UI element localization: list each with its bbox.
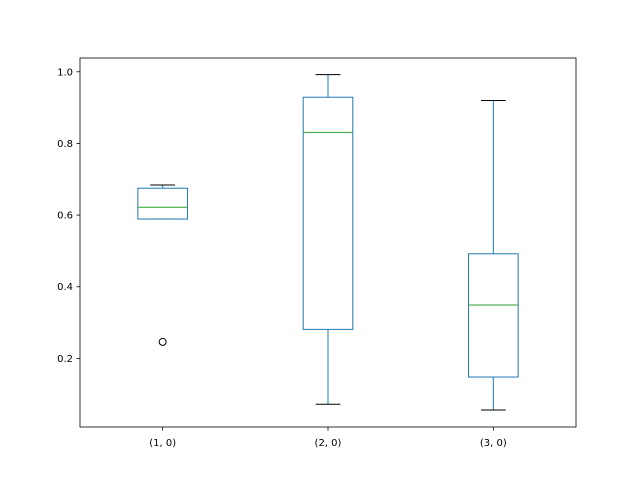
box bbox=[468, 253, 519, 378]
x-tick-label: (2, 0) bbox=[315, 438, 342, 449]
box-group-2 bbox=[302, 74, 354, 405]
box bbox=[302, 96, 354, 330]
y-tick-label: 0.2 bbox=[57, 354, 73, 365]
y-tick-label: 1.0 bbox=[57, 67, 73, 78]
box-group-3 bbox=[468, 99, 519, 411]
y-tick-label: 0.8 bbox=[57, 139, 73, 150]
plot-frame bbox=[79, 57, 577, 428]
outlier-point bbox=[158, 337, 167, 346]
y-tick-label: 0.4 bbox=[57, 282, 73, 293]
x-tick-label: (3, 0) bbox=[480, 438, 507, 449]
x-tick-label: (1, 0) bbox=[149, 438, 176, 449]
y-tick-label: 0.6 bbox=[57, 211, 73, 222]
box bbox=[137, 187, 188, 220]
box-group-1 bbox=[137, 184, 188, 346]
